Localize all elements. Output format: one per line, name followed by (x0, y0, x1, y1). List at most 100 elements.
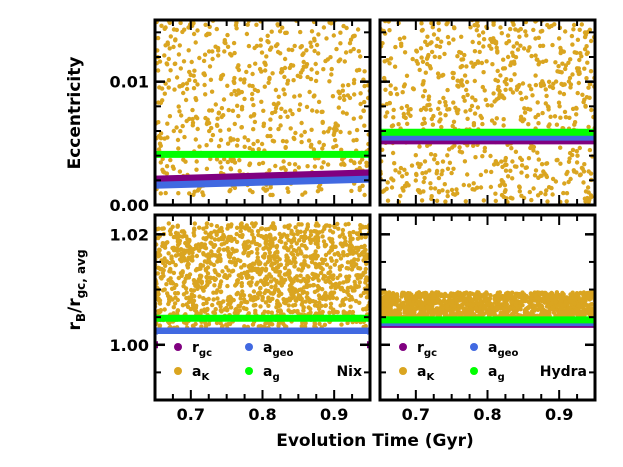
scatter-point-a_K (583, 103, 588, 109)
scatter-point-a_K (232, 88, 237, 94)
scatter-point-a_K (276, 101, 281, 106)
scatter-point-a_K (431, 32, 437, 37)
scatter-point-a_K (203, 115, 208, 121)
scatter-point-a_K (197, 55, 202, 61)
scatter-point-a_K (568, 82, 574, 87)
scatter-point-a_K (259, 69, 264, 74)
scatter-point-a_K (406, 107, 411, 113)
scatter-point-a_K (438, 117, 443, 122)
scatter-point-a_K (258, 43, 263, 48)
scatter-point-a_K (431, 293, 437, 298)
scatter-point-a_K (443, 300, 449, 305)
scatter-point-a_K (308, 240, 313, 245)
scatter-point-a_K (158, 100, 164, 106)
scatter-point-a_K (571, 27, 576, 32)
scatter-point-a_K (274, 259, 280, 264)
scatter-point-a_K (184, 81, 190, 86)
scatter-point-a_K (465, 172, 470, 177)
scatter-point-a_K (282, 56, 288, 62)
scatter-point-a_K (226, 127, 232, 132)
scatter-point-a_K (394, 92, 400, 97)
scatter-point-a_K (401, 188, 406, 193)
scatter-point-a_K (383, 87, 388, 93)
scatter-point-a_K (169, 256, 174, 261)
scatter-point-a_K (529, 197, 534, 203)
scatter-point-a_K (281, 165, 286, 170)
scatter-point-a_K (580, 166, 585, 171)
scatter-point-a_K (173, 291, 178, 296)
scatter-point-a_K (346, 292, 351, 298)
scatter-point-a_K (269, 224, 274, 229)
scatter-point-a_K (406, 183, 411, 188)
legend: rgc ageo aK ag Hydra (383, 334, 592, 398)
scatter-point-a_K (581, 180, 586, 185)
scatter-point-a_K (459, 150, 465, 155)
scatter-point-a_K (211, 262, 217, 268)
scatter-point-a_K (331, 33, 336, 38)
scatter-point-a_K (361, 225, 366, 230)
scatter-point-a_K (533, 73, 538, 78)
scatter-point-a_K (227, 294, 233, 299)
scatter-point-a_K (451, 119, 457, 125)
scatter-point-a_K (515, 47, 521, 52)
scatter-point-a_K (401, 290, 407, 296)
scatter-point-a_K (454, 187, 459, 192)
scatter-point-a_K (267, 75, 272, 81)
scatter-point-a_K (201, 301, 206, 307)
scatter-point-a_K (314, 70, 320, 76)
scatter-point-a_K (231, 40, 237, 46)
scatter-point-a_K (361, 108, 366, 114)
scatter-point-a_K (428, 181, 433, 186)
scatter-point-a_K (336, 105, 341, 110)
scatter-point-a_K (480, 121, 485, 127)
scatter-point-a_K (304, 294, 310, 300)
scatter-point-a_K (571, 168, 576, 173)
scatter-point-a_K (212, 229, 217, 234)
scatter-point-a_K (588, 69, 594, 74)
scatter-point-a_K (517, 34, 522, 39)
scatter-point-a_K (171, 305, 176, 310)
scatter-point-a_K (402, 35, 407, 40)
scatter-point-a_K (239, 281, 244, 286)
scatter-point-a_K (575, 153, 580, 158)
scatter-point-a_K (277, 273, 282, 278)
scatter-point-a_K (317, 140, 322, 145)
scatter-point-a_K (510, 90, 516, 95)
scatter-point-a_K (540, 110, 545, 116)
scatter-point-a_K (299, 268, 304, 273)
scatter-point-a_K (321, 276, 326, 281)
scatter-point-a_K (567, 75, 573, 81)
scatter-point-a_K (201, 226, 206, 231)
scatter-point-a_K (298, 29, 303, 35)
scatter-point-a_K (231, 256, 237, 261)
scatter-point-a_K (331, 273, 336, 278)
scatter-point-a_K (291, 232, 296, 237)
scatter-point-a_K (235, 290, 240, 296)
scatter-point-a_K (214, 26, 219, 32)
scatter-point-a_K (389, 185, 395, 190)
scatter-point-a_K (501, 96, 507, 101)
scatter-point-a_K (508, 77, 514, 83)
scatter-point-a_K (514, 304, 520, 309)
scatter-point-a_K (286, 237, 291, 243)
scatter-point-a_K (258, 37, 264, 42)
scatter-point-a_K (323, 252, 329, 258)
scatter-point-a_K (586, 190, 591, 195)
scatter-point-a_K (166, 85, 171, 90)
scatter-point-a_K (385, 198, 391, 203)
scatter-point-a_K (394, 311, 399, 317)
scatter-point-a_K (432, 186, 438, 191)
scatter-point-a_K (166, 221, 171, 226)
scatter-point-a_K (397, 311, 403, 316)
scatter-point-a_K (302, 258, 307, 264)
scatter-point-a_K (187, 69, 192, 75)
scatter-point-a_K (436, 75, 441, 80)
scatter-point-a_K (323, 303, 328, 308)
scatter-point-a_K (585, 195, 590, 201)
scatter-point-a_K (197, 144, 202, 149)
x-tick-label: 0.7 (402, 405, 430, 424)
scatter-point-a_K (588, 81, 593, 87)
scatter-point-a_K (350, 251, 356, 256)
scatter-point-a_K (246, 239, 251, 244)
scatter-point-a_K (305, 291, 310, 296)
